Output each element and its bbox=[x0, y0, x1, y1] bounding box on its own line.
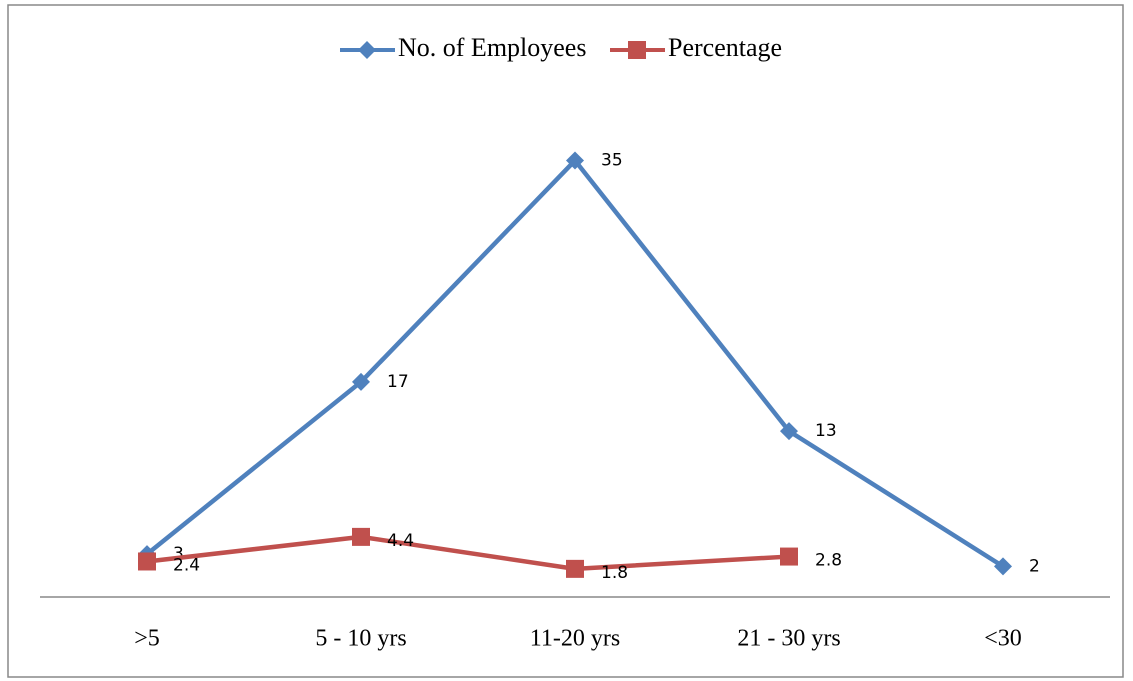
marker bbox=[138, 552, 156, 571]
data-label: 3 bbox=[173, 544, 184, 564]
data-label: 17 bbox=[387, 372, 409, 392]
data-label: 2.4 bbox=[173, 555, 200, 575]
marker bbox=[566, 151, 584, 170]
data-label: 1.8 bbox=[601, 563, 628, 583]
chart-border bbox=[7, 4, 1124, 678]
marker bbox=[780, 547, 798, 566]
x-tick-label: 11-20 yrs bbox=[530, 626, 620, 652]
marker bbox=[352, 527, 370, 546]
marker bbox=[780, 422, 798, 441]
legend-label: Percentage bbox=[668, 33, 782, 62]
legend-label: No. of Employees bbox=[398, 33, 586, 62]
x-tick-label: 5 - 10 yrs bbox=[315, 626, 406, 652]
x-tick-label: 21 - 30 yrs bbox=[737, 626, 840, 652]
marker bbox=[358, 41, 376, 59]
x-tick-label: <30 bbox=[984, 626, 1022, 652]
x-tick-label: >5 bbox=[134, 626, 160, 652]
marker bbox=[994, 557, 1012, 576]
data-label: 13 bbox=[815, 421, 837, 441]
data-label: 2 bbox=[1029, 556, 1040, 576]
data-label: 2.8 bbox=[815, 551, 842, 571]
series-line bbox=[146, 534, 790, 572]
marker bbox=[566, 559, 584, 578]
data-label: 4.4 bbox=[387, 531, 414, 551]
marker bbox=[628, 41, 646, 59]
data-label: 35 bbox=[601, 151, 623, 171]
marker bbox=[352, 372, 370, 391]
